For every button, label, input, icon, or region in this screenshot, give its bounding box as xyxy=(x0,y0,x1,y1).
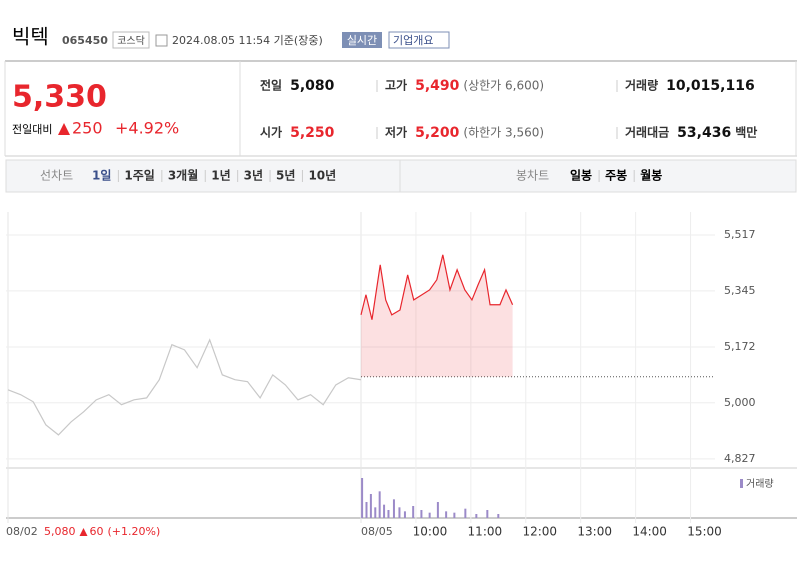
x-tick-label: 12:00 xyxy=(522,525,557,539)
stat-unit: 백만 xyxy=(735,125,757,140)
volume-bar xyxy=(378,491,381,518)
change-label: 전일대비 xyxy=(12,122,52,136)
x-tick-label: 10:00 xyxy=(413,525,448,539)
volume-bar xyxy=(453,512,456,518)
stock-code: 065450 xyxy=(62,34,108,47)
realtime-button[interactable] xyxy=(342,32,382,48)
volume-bar xyxy=(420,510,423,518)
footer-change: 60 xyxy=(90,525,104,538)
up-arrow xyxy=(58,123,70,135)
period-tab[interactable]: 1일 xyxy=(92,169,111,183)
volume-bar xyxy=(398,507,401,518)
volume-bar xyxy=(464,508,467,518)
stat-value: 5,250 xyxy=(290,125,335,141)
day-label: 08/05 xyxy=(361,525,393,538)
stat-note: (상한가 6,600) xyxy=(463,79,544,93)
change: 250 xyxy=(72,119,103,138)
market: 코스닥 xyxy=(117,35,145,47)
volume-bar xyxy=(387,510,390,518)
change-pct: +4.92% xyxy=(115,119,179,138)
volume-bar xyxy=(383,504,386,518)
stock-name: 빅텍 xyxy=(12,25,49,49)
stat-value: 53,436 xyxy=(677,125,731,141)
volume-bar xyxy=(486,510,489,518)
volume-bar xyxy=(365,502,368,518)
y-tick-label: 4,827 xyxy=(724,452,756,465)
stat-label: 저가 xyxy=(385,125,407,140)
volume-bar xyxy=(475,514,478,518)
x-tick-label: 14:00 xyxy=(632,525,667,539)
y-tick-label: 5,345 xyxy=(724,284,756,297)
stat-value: 10,015,116 xyxy=(666,78,755,94)
line-chart-tab[interactable]: 선차트 xyxy=(40,169,73,183)
area xyxy=(361,254,513,377)
candle-tab[interactable]: 일봉 xyxy=(570,169,592,183)
footer-close: 5,080 xyxy=(44,525,76,538)
timestamp: 2024.08.05 11:54 기준(장중) xyxy=(172,34,323,47)
legend-swatch xyxy=(740,479,743,488)
day-label: 08/02 xyxy=(6,525,38,538)
stat-label: 전일 xyxy=(260,78,282,93)
volume-bar xyxy=(374,507,377,518)
period-tab[interactable]: 1주일 xyxy=(124,169,154,183)
price: 5,330 xyxy=(12,80,107,115)
stat-note: (하한가 3,560) xyxy=(463,126,544,140)
period-tab[interactable]: 1년 xyxy=(211,169,230,183)
company-button[interactable] xyxy=(388,31,450,49)
y-tick-label: 5,172 xyxy=(724,340,756,353)
up-arrow xyxy=(79,528,88,536)
volume-bar xyxy=(392,499,395,518)
footer-change-pct: (+1.20%) xyxy=(108,525,161,538)
stat-value: 5,490 xyxy=(415,78,460,94)
volume-bar xyxy=(412,506,415,518)
stat-value: 5,080 xyxy=(290,78,335,94)
stat-label: 거래대금 xyxy=(625,125,669,140)
line xyxy=(7,338,362,436)
period-tab[interactable]: 3년 xyxy=(244,169,263,183)
candle-tab[interactable]: 월봉 xyxy=(640,168,662,183)
period-tab[interactable]: 3개월 xyxy=(168,168,198,183)
x-tick-label: 15:00 xyxy=(687,525,722,539)
tab-bar xyxy=(5,159,797,193)
volume-bar xyxy=(403,511,406,518)
period-tab[interactable]: 10년 xyxy=(308,169,336,183)
y-tick-label: 5,000 xyxy=(724,396,756,409)
market-badge xyxy=(112,31,150,49)
stat-value: 5,200 xyxy=(415,125,460,141)
stat-label: 거래량 xyxy=(625,78,658,93)
stat-label: 고가 xyxy=(385,78,407,93)
legend-label: 거래량 xyxy=(746,478,774,490)
x-tick-label: 11:00 xyxy=(468,525,503,539)
candle-chart-tab[interactable]: 봉차트 xyxy=(516,169,549,183)
line xyxy=(360,254,514,320)
volume-bar xyxy=(436,502,439,518)
volume-bar xyxy=(361,478,364,518)
x-tick-label: 13:00 xyxy=(577,525,612,539)
company-info[interactable]: 기업개요 xyxy=(393,34,433,47)
period-tab[interactable]: 5년 xyxy=(276,169,295,183)
y-tick-label: 5,517 xyxy=(724,228,756,241)
candle-tab[interactable]: 주봉 xyxy=(605,169,627,183)
clock-icon xyxy=(155,34,168,47)
volume-bar xyxy=(428,512,431,518)
stat-label: 시가 xyxy=(260,125,282,140)
volume-bar xyxy=(445,511,448,518)
volume-bar xyxy=(497,514,500,518)
realtime[interactable]: 실시간 xyxy=(347,34,377,47)
volume-bar xyxy=(369,494,372,518)
